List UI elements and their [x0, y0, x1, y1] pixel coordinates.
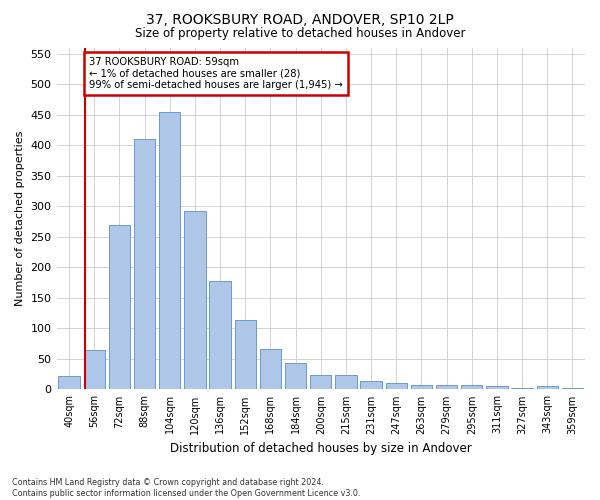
- Bar: [83, 350, 105, 390]
- Bar: [411, 385, 432, 390]
- Bar: [285, 363, 307, 390]
- Bar: [335, 375, 356, 390]
- Bar: [260, 348, 281, 390]
- Bar: [562, 388, 583, 390]
- Bar: [536, 386, 558, 390]
- Bar: [235, 320, 256, 390]
- Bar: [109, 224, 130, 390]
- Bar: [159, 112, 181, 390]
- Bar: [386, 382, 407, 390]
- Bar: [461, 385, 482, 390]
- Bar: [134, 139, 155, 390]
- Bar: [511, 388, 533, 390]
- Y-axis label: Number of detached properties: Number of detached properties: [15, 131, 25, 306]
- Bar: [486, 386, 508, 390]
- Bar: [436, 385, 457, 390]
- Bar: [209, 280, 231, 390]
- Text: 37 ROOKSBURY ROAD: 59sqm
← 1% of detached houses are smaller (28)
99% of semi-de: 37 ROOKSBURY ROAD: 59sqm ← 1% of detache…: [89, 56, 343, 90]
- Bar: [361, 381, 382, 390]
- Text: Contains HM Land Registry data © Crown copyright and database right 2024.
Contai: Contains HM Land Registry data © Crown c…: [12, 478, 361, 498]
- Bar: [310, 375, 331, 390]
- Bar: [58, 376, 80, 390]
- Text: Size of property relative to detached houses in Andover: Size of property relative to detached ho…: [135, 28, 465, 40]
- Text: 37, ROOKSBURY ROAD, ANDOVER, SP10 2LP: 37, ROOKSBURY ROAD, ANDOVER, SP10 2LP: [146, 12, 454, 26]
- Bar: [184, 210, 206, 390]
- X-axis label: Distribution of detached houses by size in Andover: Distribution of detached houses by size …: [170, 442, 472, 455]
